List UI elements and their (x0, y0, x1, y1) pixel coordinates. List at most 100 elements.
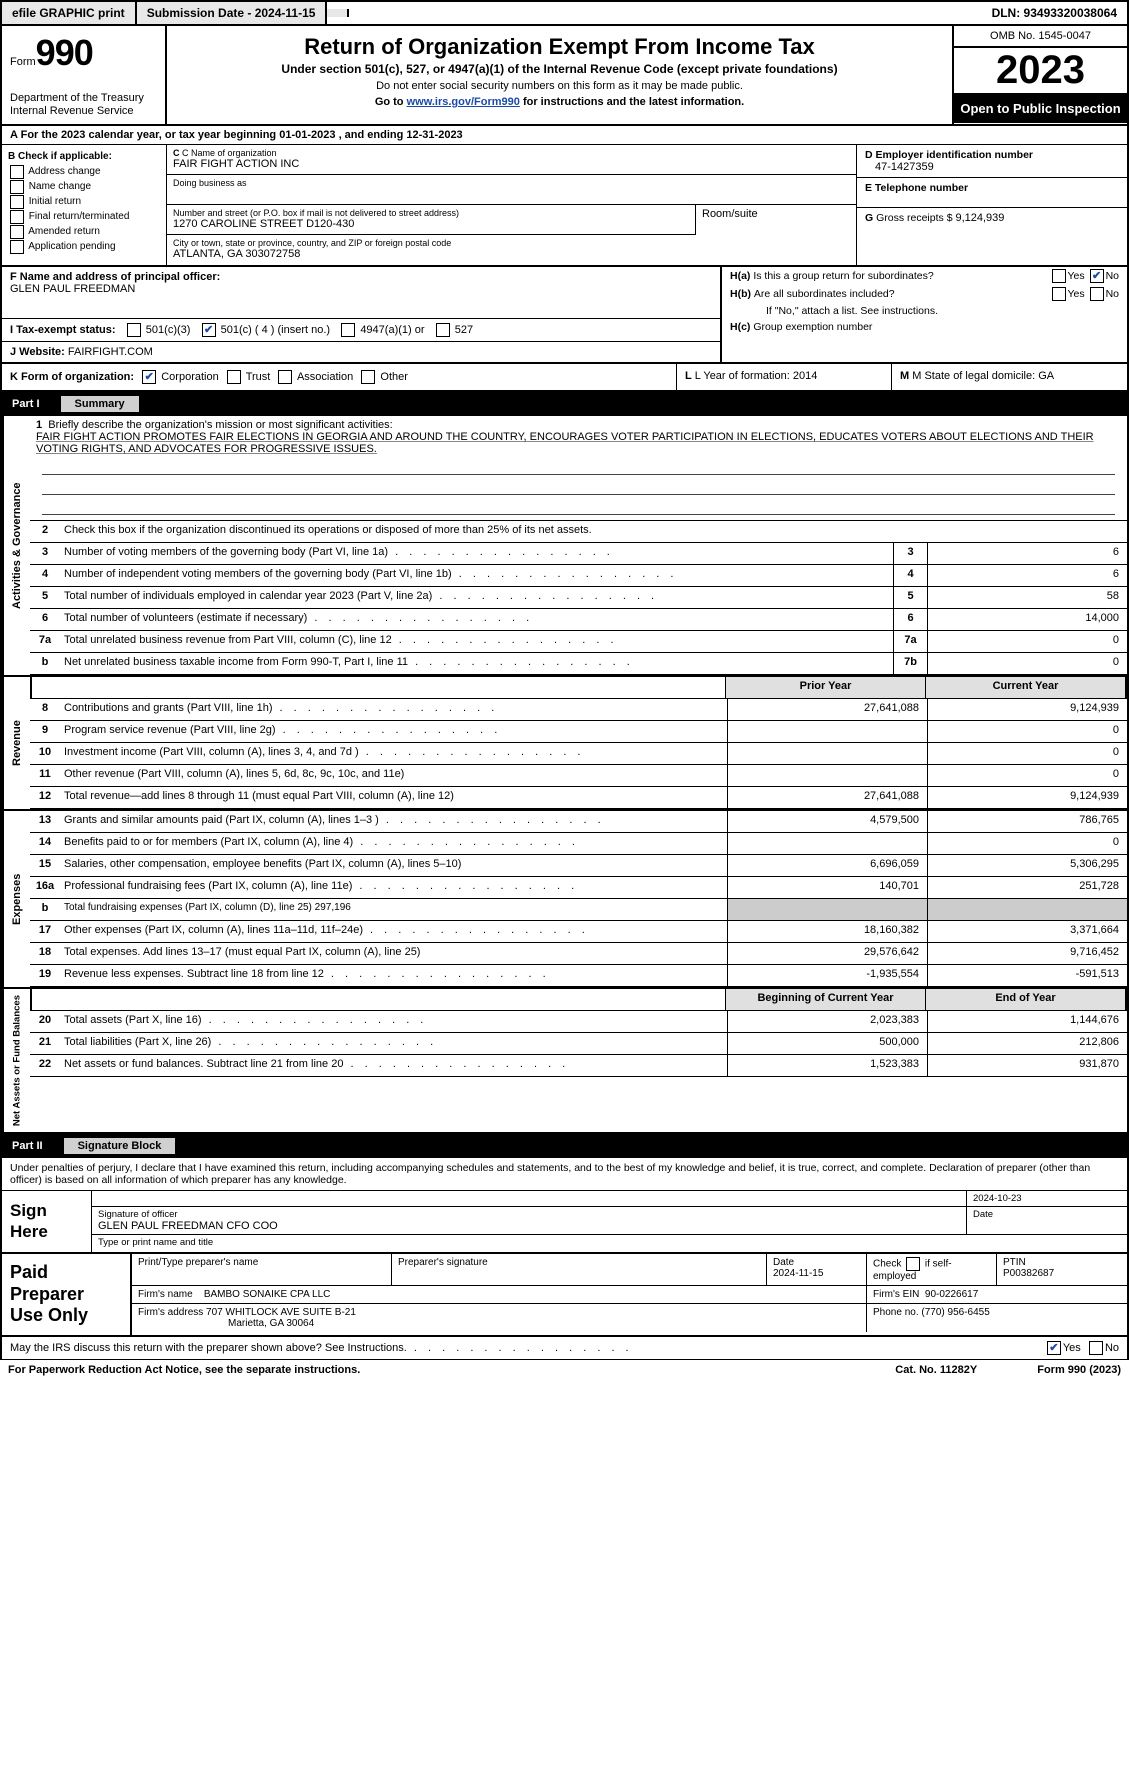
website-value: FAIRFIGHT.COM (68, 346, 153, 358)
sign-here-block: Sign Here 2024-10-23 Signature of office… (0, 1191, 1129, 1254)
line-11: Other revenue (Part VIII, column (A), li… (60, 765, 727, 786)
section-f-h-i-j: F Name and address of principal officer:… (0, 267, 1129, 364)
chk-4947[interactable] (341, 323, 355, 337)
firm-name: BAMBO SONAIKE CPA LLC (204, 1289, 331, 1300)
ein-label: D Employer identification number (865, 149, 1119, 161)
officer-label: F Name and address of principal officer: (10, 271, 712, 283)
line-16a: Professional fundraising fees (Part IX, … (60, 877, 727, 898)
hb-no[interactable] (1090, 287, 1104, 301)
form-title-block: Return of Organization Exempt From Incom… (167, 26, 952, 124)
chk-initial-return[interactable]: Initial return (8, 194, 160, 209)
curr-18: 9,716,452 (927, 943, 1127, 964)
chk-final-return[interactable]: Final return/terminated (8, 209, 160, 224)
chk-501c[interactable] (202, 323, 216, 337)
chk-501c3[interactable] (127, 323, 141, 337)
hb-text: Are all subordinates included? (754, 288, 1050, 300)
city-label: City or town, state or province, country… (173, 238, 850, 248)
line-15: Salaries, other compensation, employee b… (60, 855, 727, 876)
prior-11 (727, 765, 927, 786)
officer-name-title: GLEN PAUL FREEDMAN CFO COO (98, 1220, 278, 1232)
chk-name-change[interactable]: Name change (8, 179, 160, 194)
officer-name: GLEN PAUL FREEDMAN (10, 283, 712, 295)
hb-yes[interactable] (1052, 287, 1066, 301)
hb-note: If "No," attach a list. See instructions… (730, 305, 938, 317)
summary-net-assets: Net Assets or Fund Balances Beginning of… (0, 989, 1129, 1134)
goto-suffix: for instructions and the latest informat… (520, 96, 744, 108)
form-org-label: K Form of organization: (10, 371, 134, 383)
curr-12: 9,124,939 (927, 787, 1127, 808)
form-year-block: OMB No. 1545-0047 2023 Open to Public In… (952, 26, 1127, 124)
discuss-yes[interactable] (1047, 1341, 1061, 1355)
ptin: P00382687 (1003, 1268, 1054, 1279)
chk-address-change[interactable]: Address change (8, 164, 160, 179)
summary-activities-governance: Activities & Governance 1 Briefly descri… (0, 416, 1129, 677)
line-14: Benefits paid to or for members (Part IX… (60, 833, 727, 854)
telephone-label: E Telephone number (865, 182, 1119, 194)
ein-value: 47-1427359 (865, 161, 1119, 173)
summary-expenses: Expenses 13Grants and similar amounts pa… (0, 811, 1129, 989)
line-13: Grants and similar amounts paid (Part IX… (60, 811, 727, 832)
irs-link[interactable]: www.irs.gov/Form990 (407, 96, 520, 108)
chk-trust[interactable] (227, 370, 241, 384)
prior-18: 29,576,642 (727, 943, 927, 964)
line-a-tax-year: A For the 2023 calendar year, or tax yea… (0, 126, 1129, 145)
val-6: 14,000 (927, 609, 1127, 630)
curr-20: 1,144,676 (927, 1011, 1127, 1032)
department-treasury: Department of the Treasury (10, 92, 157, 105)
sig-date: 2024-10-23 (967, 1191, 1127, 1206)
chk-other[interactable] (361, 370, 375, 384)
mission-label: Briefly describe the organization's miss… (48, 419, 392, 431)
chk-application-pending[interactable]: Application pending (8, 239, 160, 254)
identification-block: B Check if applicable: Address change Na… (0, 145, 1129, 267)
chk-association[interactable] (278, 370, 292, 384)
discuss-no[interactable] (1089, 1341, 1103, 1355)
curr-11: 0 (927, 765, 1127, 786)
toolbar-spacer (327, 9, 349, 17)
prior-16b-shade (727, 899, 927, 920)
paid-preparer-label: Paid Preparer Use Only (2, 1254, 132, 1335)
mission-text: FAIR FIGHT ACTION PROMOTES FAIR ELECTION… (36, 431, 1094, 455)
form-header: Form990 Department of the Treasury Inter… (0, 26, 1129, 126)
val-3: 6 (927, 543, 1127, 564)
line-8: Contributions and grants (Part VIII, lin… (60, 699, 727, 720)
line-3: Number of voting members of the governin… (60, 543, 893, 564)
state-domicile: GA (1038, 370, 1054, 382)
ha-no[interactable] (1090, 269, 1104, 283)
org-name-label: C C Name of organization (173, 148, 850, 158)
efile-print-button[interactable]: efile GRAPHIC print (2, 2, 137, 24)
city-state-zip: ATLANTA, GA 303072758 (173, 248, 850, 260)
prior-20: 2,023,383 (727, 1011, 927, 1032)
chk-527[interactable] (436, 323, 450, 337)
prior-12: 27,641,088 (727, 787, 927, 808)
part-2-header: Part II Signature Block (0, 1134, 1129, 1158)
hdr-end-year: End of Year (925, 989, 1125, 1010)
page-footer: For Paperwork Reduction Act Notice, see … (0, 1360, 1129, 1380)
section-b-label: B Check if applicable: (8, 151, 112, 162)
year-formation-label: L Year of formation: (695, 370, 793, 382)
part-2-title: Signature Block (63, 1137, 177, 1155)
form-note-link: Go to www.irs.gov/Form990 for instructio… (177, 96, 942, 108)
curr-17: 3,371,664 (927, 921, 1127, 942)
chk-amended-return[interactable]: Amended return (8, 224, 160, 239)
curr-19: -591,513 (927, 965, 1127, 986)
prior-16a: 140,701 (727, 877, 927, 898)
prior-17: 18,160,382 (727, 921, 927, 942)
line-a-letter: A (10, 129, 18, 141)
sign-here-label: Sign Here (2, 1191, 92, 1252)
line-17: Other expenses (Part IX, column (A), lin… (60, 921, 727, 942)
line-20: Total assets (Part X, line 16) (60, 1011, 727, 1032)
ha-yes[interactable] (1052, 269, 1066, 283)
line-4: Number of independent voting members of … (60, 565, 893, 586)
goto-prefix: Go to (375, 96, 407, 108)
curr-14: 0 (927, 833, 1127, 854)
vtab-activities: Activities & Governance (2, 416, 30, 675)
line-2: Check this box if the organization disco… (60, 521, 1127, 542)
line-5: Total number of individuals employed in … (60, 587, 893, 608)
val-4: 6 (927, 565, 1127, 586)
chk-corporation[interactable] (142, 370, 156, 384)
form-number-block: Form990 Department of the Treasury Inter… (2, 26, 167, 124)
website-label: J Website: (10, 346, 68, 358)
irs-discuss-row: May the IRS discuss this return with the… (0, 1337, 1129, 1360)
hc-text: Group exemption number (753, 321, 872, 333)
hb-label: H(b) (730, 288, 751, 300)
